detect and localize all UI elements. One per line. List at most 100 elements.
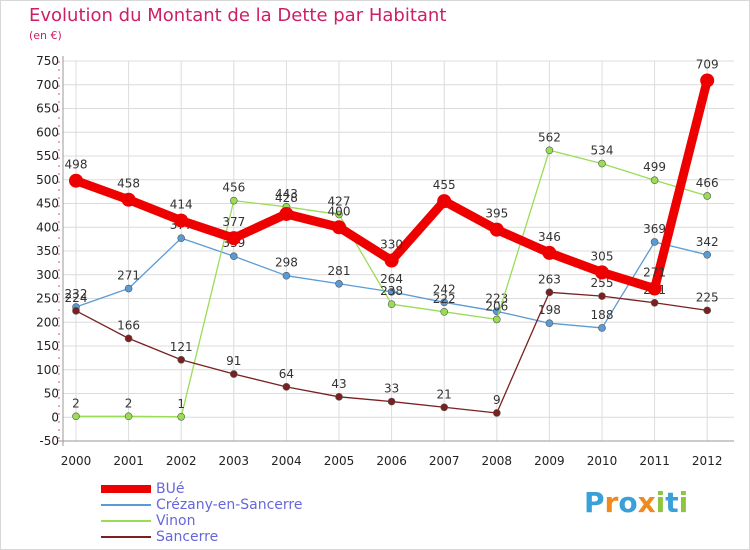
data-point [492,409,501,417]
data-point [124,334,133,343]
data-point [440,403,449,412]
data-label: 264 [380,272,403,286]
data-point [226,231,241,246]
data-label: 443 [275,187,298,201]
data-point [124,284,133,293]
data-label: 2 [125,396,133,410]
data-point [387,397,396,406]
data-point [650,298,659,307]
data-label: 466 [696,176,719,190]
data-point [598,159,606,168]
y-tick-label: 550 [36,149,59,163]
data-label: 498 [65,158,88,172]
y-tick-label: 350 [36,244,59,258]
chart-legend: BUé Crézany-en-Sancerre Vinon Sancerre [101,481,303,545]
data-point [72,307,80,315]
x-tick-label: 2012 [692,454,723,468]
data-label: 534 [591,144,614,158]
x-tick-label: 2008 [482,454,513,468]
logo-letter: P [584,486,605,519]
logo-letter: t [665,486,679,519]
y-tick-label: -50 [39,434,59,448]
data-label: 255 [591,276,614,290]
legend-swatch [101,536,151,538]
data-point [492,315,501,324]
data-label: 456 [222,181,245,195]
legend-swatch [101,504,151,506]
legend-item: BUé [101,481,303,497]
data-point [335,393,343,401]
data-point [545,288,554,297]
data-point [177,412,185,421]
data-label: 305 [591,249,614,263]
data-label: 224 [65,291,88,305]
x-tick-label: 2009 [534,454,565,468]
legend-label: Sancerre [156,529,219,545]
data-point [647,281,662,296]
data-point [279,206,294,221]
data-point [598,324,606,332]
y-tick-label: 750 [36,54,59,68]
data-label: 414 [170,198,193,212]
y-tick-label: 700 [36,78,59,92]
data-point [72,412,80,421]
data-label: 43 [331,377,346,391]
chart-title: Evolution du Montant de la Dette par Hab… [29,5,447,26]
data-point [121,192,136,207]
data-point [335,279,343,288]
data-label: 232 [65,287,88,301]
data-label: 166 [117,318,140,332]
y-tick-label: 450 [36,197,59,211]
data-point [230,196,238,205]
x-tick-label: 2000 [61,454,92,468]
data-point [703,251,712,259]
proxiti-logo: Proxiti [584,486,688,519]
y-tick-label: 600 [36,125,59,139]
data-point [440,298,449,307]
data-label: 369 [643,222,666,236]
data-label: 395 [485,207,508,221]
data-label: 499 [643,160,666,174]
data-label: 428 [275,191,298,205]
y-tick-label: 200 [36,315,59,329]
data-point [650,176,659,185]
data-point [545,319,554,328]
data-label: 298 [275,256,298,270]
y-tick-label: 150 [36,339,59,353]
data-point [437,194,452,209]
data-point [703,306,712,315]
data-point [230,370,238,378]
logo-letter: o [618,486,638,519]
y-tick-label: 500 [36,173,59,187]
data-point [282,383,291,391]
data-label: 263 [538,272,561,286]
data-point [124,412,133,421]
logo-letter: r [604,486,619,519]
data-point [703,192,712,200]
data-label: 33 [384,382,399,396]
data-label: 455 [433,178,456,192]
data-point [177,355,185,364]
data-point [174,213,189,228]
data-label: 562 [538,130,561,144]
data-label: 206 [485,299,508,313]
data-point [69,173,83,188]
y-tick-label: 250 [36,292,59,306]
x-tick-label: 2010 [587,454,618,468]
data-label: 64 [279,367,294,381]
data-label: 342 [696,235,719,249]
y-tick-label: 0 [51,410,59,424]
data-label: 242 [433,282,456,296]
data-point [230,252,238,261]
data-label: 188 [591,308,614,322]
legend-swatch [101,485,151,493]
y-tick-label: 100 [36,363,59,377]
y-tick-label: 50 [44,387,59,401]
data-point [489,222,504,237]
logo-letter: i [678,486,689,519]
legend-label: Vinon [156,513,196,529]
data-point [598,292,606,300]
data-label: 709 [696,57,719,71]
data-label: 238 [380,284,403,298]
